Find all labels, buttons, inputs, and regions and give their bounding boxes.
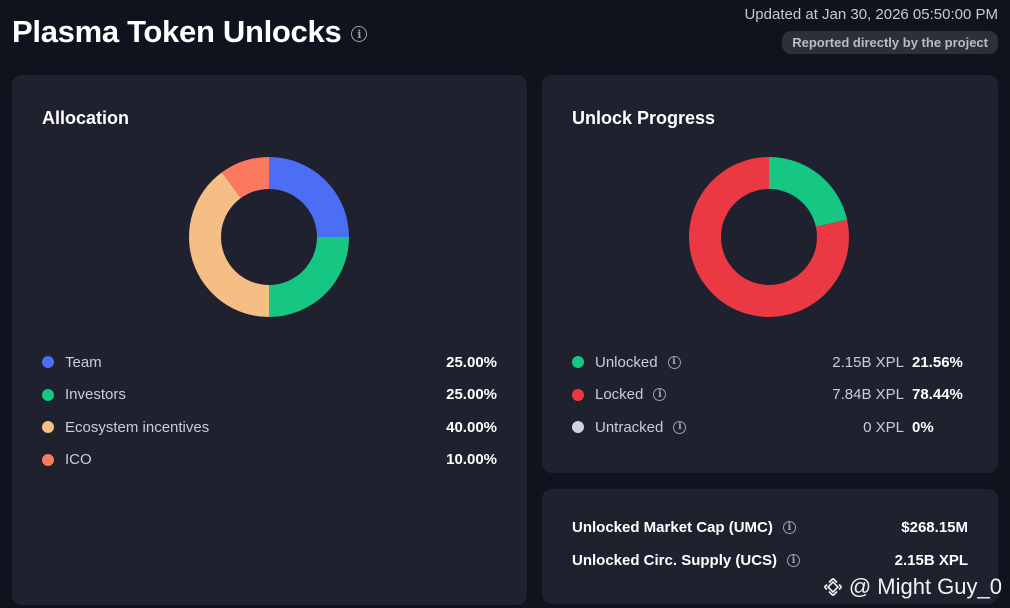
umc-label-wrap: Unlocked Market Cap (UMC) i <box>572 519 796 536</box>
legend-percent: 21.56% <box>912 353 963 371</box>
ucs-value: 2.15B XPL <box>894 552 968 569</box>
allocation-card: Allocation Team 25.00% Investors 25.00% … <box>12 75 527 605</box>
legend-percent: 25.00% <box>446 353 497 371</box>
legend-percent: 78.44% <box>912 386 963 404</box>
allocation-title: Allocation <box>42 108 130 128</box>
legend-label: Ecosystem incentives <box>65 418 210 436</box>
unlock-legend: Unlocked i 2.15B XPL 21.56% Locked i 7.8… <box>572 346 968 444</box>
legend-label: Untracked <box>595 418 664 436</box>
legend-row-ecosystem: Ecosystem incentives 40.00% <box>42 411 497 444</box>
legend-dot <box>42 421 54 434</box>
info-icon[interactable]: i <box>673 420 687 434</box>
unlock-slice-locked[interactable] <box>689 157 849 317</box>
legend-dot <box>572 388 584 401</box>
ucs-label-wrap: Unlocked Circ. Supply (UCS) i <box>572 552 801 569</box>
legend-label: Team <box>65 353 102 371</box>
page-title: Plasma Token Unlocks <box>12 14 342 49</box>
legend-label: Investors <box>65 386 126 404</box>
allocation-legend: Team 25.00% Investors 25.00% Ecosystem i… <box>42 346 497 476</box>
legend-amount: 7.84B XPL <box>832 386 904 404</box>
allocation-slice-team[interactable] <box>269 157 349 237</box>
allocation-slice-investors[interactable] <box>269 237 349 317</box>
info-icon[interactable]: i <box>653 388 667 402</box>
info-icon[interactable]: i <box>787 554 801 567</box>
info-icon[interactable]: i <box>351 26 368 42</box>
unlock-progress-title: Unlock Progress <box>572 108 716 128</box>
watermark-text: @ Might Guy_0 <box>848 574 1002 599</box>
source-badge: Reported directly by the project <box>782 31 998 54</box>
legend-row-untracked: Untracked i 0 XPL 0% <box>572 411 968 444</box>
legend-dot <box>572 421 584 434</box>
legend-amount: 2.15B XPL <box>832 353 904 371</box>
legend-label: ICO <box>65 451 92 469</box>
watermark: @ Might Guy_0 <box>823 574 1002 600</box>
umc-value: $268.15M <box>901 519 968 536</box>
legend-row-ico: ICO 10.00% <box>42 444 497 477</box>
legend-label-wrap: Untracked i <box>595 418 687 436</box>
legend-label-wrap: Unlocked i <box>595 354 681 371</box>
legend-row-investors: Investors 25.00% <box>42 379 497 412</box>
legend-row-unlocked: Unlocked i 2.15B XPL 21.56% <box>572 346 968 379</box>
legend-dot <box>42 356 54 369</box>
legend-percent: 10.00% <box>446 451 497 469</box>
page-header: Plasma Token Unlocks i <box>12 14 368 50</box>
unlock-progress-donut-chart <box>689 157 849 317</box>
info-icon[interactable]: i <box>667 355 681 369</box>
legend-percent: 40.00% <box>446 418 497 436</box>
ucs-label: Unlocked Circ. Supply (UCS) <box>572 552 778 569</box>
unlock-progress-card: Unlock Progress Unlocked i 2.15B XPL 21.… <box>542 75 998 473</box>
legend-dot <box>42 453 54 466</box>
legend-percent: 0% <box>912 418 934 436</box>
umc-label: Unlocked Market Cap (UMC) <box>572 519 773 536</box>
allocation-slice-ico[interactable] <box>221 157 269 199</box>
legend-row-locked: Locked i 7.84B XPL 78.44% <box>572 379 968 412</box>
legend-amount: 0 XPL <box>863 418 904 436</box>
unlock-slice-unlocked[interactable] <box>769 157 848 227</box>
umc-row: Unlocked Market Cap (UMC) i $268.15M <box>572 519 968 536</box>
allocation-donut-chart <box>189 157 349 317</box>
legend-label: Unlocked <box>595 353 658 371</box>
legend-dot <box>42 388 54 401</box>
summary-card: Unlocked Market Cap (UMC) i $268.15M Unl… <box>542 489 998 604</box>
updated-timestamp: Updated at Jan 30, 2026 05:50:00 PM <box>744 6 998 23</box>
allocation-slice-ecosystem-incentives[interactable] <box>189 172 269 317</box>
binance-logo-icon <box>823 577 842 597</box>
ucs-row: Unlocked Circ. Supply (UCS) i 2.15B XPL <box>572 552 968 569</box>
info-icon[interactable]: i <box>782 521 796 534</box>
legend-dot <box>572 356 584 369</box>
legend-percent: 25.00% <box>446 386 497 404</box>
legend-label-wrap: Locked i <box>595 386 667 404</box>
legend-row-team: Team 25.00% <box>42 346 497 379</box>
legend-label: Locked <box>595 386 644 404</box>
